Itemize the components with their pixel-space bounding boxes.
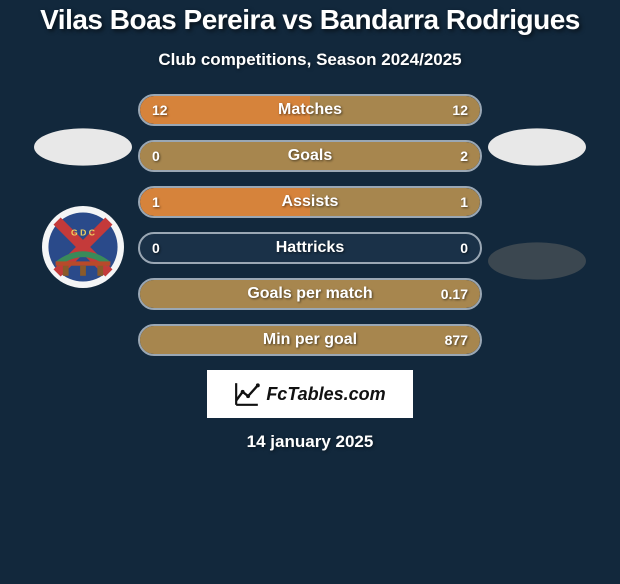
stat-bar: Goals02: [138, 140, 482, 172]
stat-bar: Matches1212: [138, 94, 482, 126]
stat-fill-left: [140, 96, 310, 124]
comparison-row: G D C Matches1212 Goals02 Assists11 Hattric…: [0, 94, 620, 356]
stat-fill-right: [140, 280, 480, 308]
club-badge-icon: G D C: [47, 211, 119, 283]
stat-fill-right: [140, 142, 480, 170]
stat-bar: Min per goal877: [138, 324, 482, 356]
stat-fill-left: [140, 188, 310, 216]
player-right-column: [482, 94, 592, 310]
brand-text: FcTables.com: [266, 384, 385, 405]
page-subtitle: Club competitions, Season 2024/2025: [0, 50, 620, 70]
svg-text:G D C: G D C: [71, 227, 95, 237]
stat-value-right: 0: [460, 240, 468, 256]
stat-fill-right: [140, 326, 480, 354]
player-left-avatar-placeholder: [34, 128, 132, 165]
stat-fill-right: [310, 96, 480, 124]
stat-fill-right: [310, 188, 480, 216]
player-right-club-placeholder: [488, 242, 586, 279]
stat-label: Hattricks: [140, 239, 480, 257]
page-title: Vilas Boas Pereira vs Bandarra Rodrigues: [0, 4, 620, 36]
stats-column: Matches1212 Goals02 Assists11 Hattricks0 0 Go…: [138, 94, 482, 356]
date-caption: 14 january 2025: [0, 432, 620, 452]
stat-bar: Hattricks0 0: [138, 232, 482, 264]
stat-bar: Goals per match0.17: [138, 278, 482, 310]
stat-value-left: 0: [152, 240, 160, 256]
player-left-club-badge: G D C: [42, 206, 124, 288]
chart-icon: [234, 381, 260, 407]
player-left-column: G D C: [28, 94, 138, 288]
brand-watermark: FcTables.com: [207, 370, 413, 418]
player-right-avatar-placeholder: [488, 128, 586, 165]
stat-bar: Assists11: [138, 186, 482, 218]
